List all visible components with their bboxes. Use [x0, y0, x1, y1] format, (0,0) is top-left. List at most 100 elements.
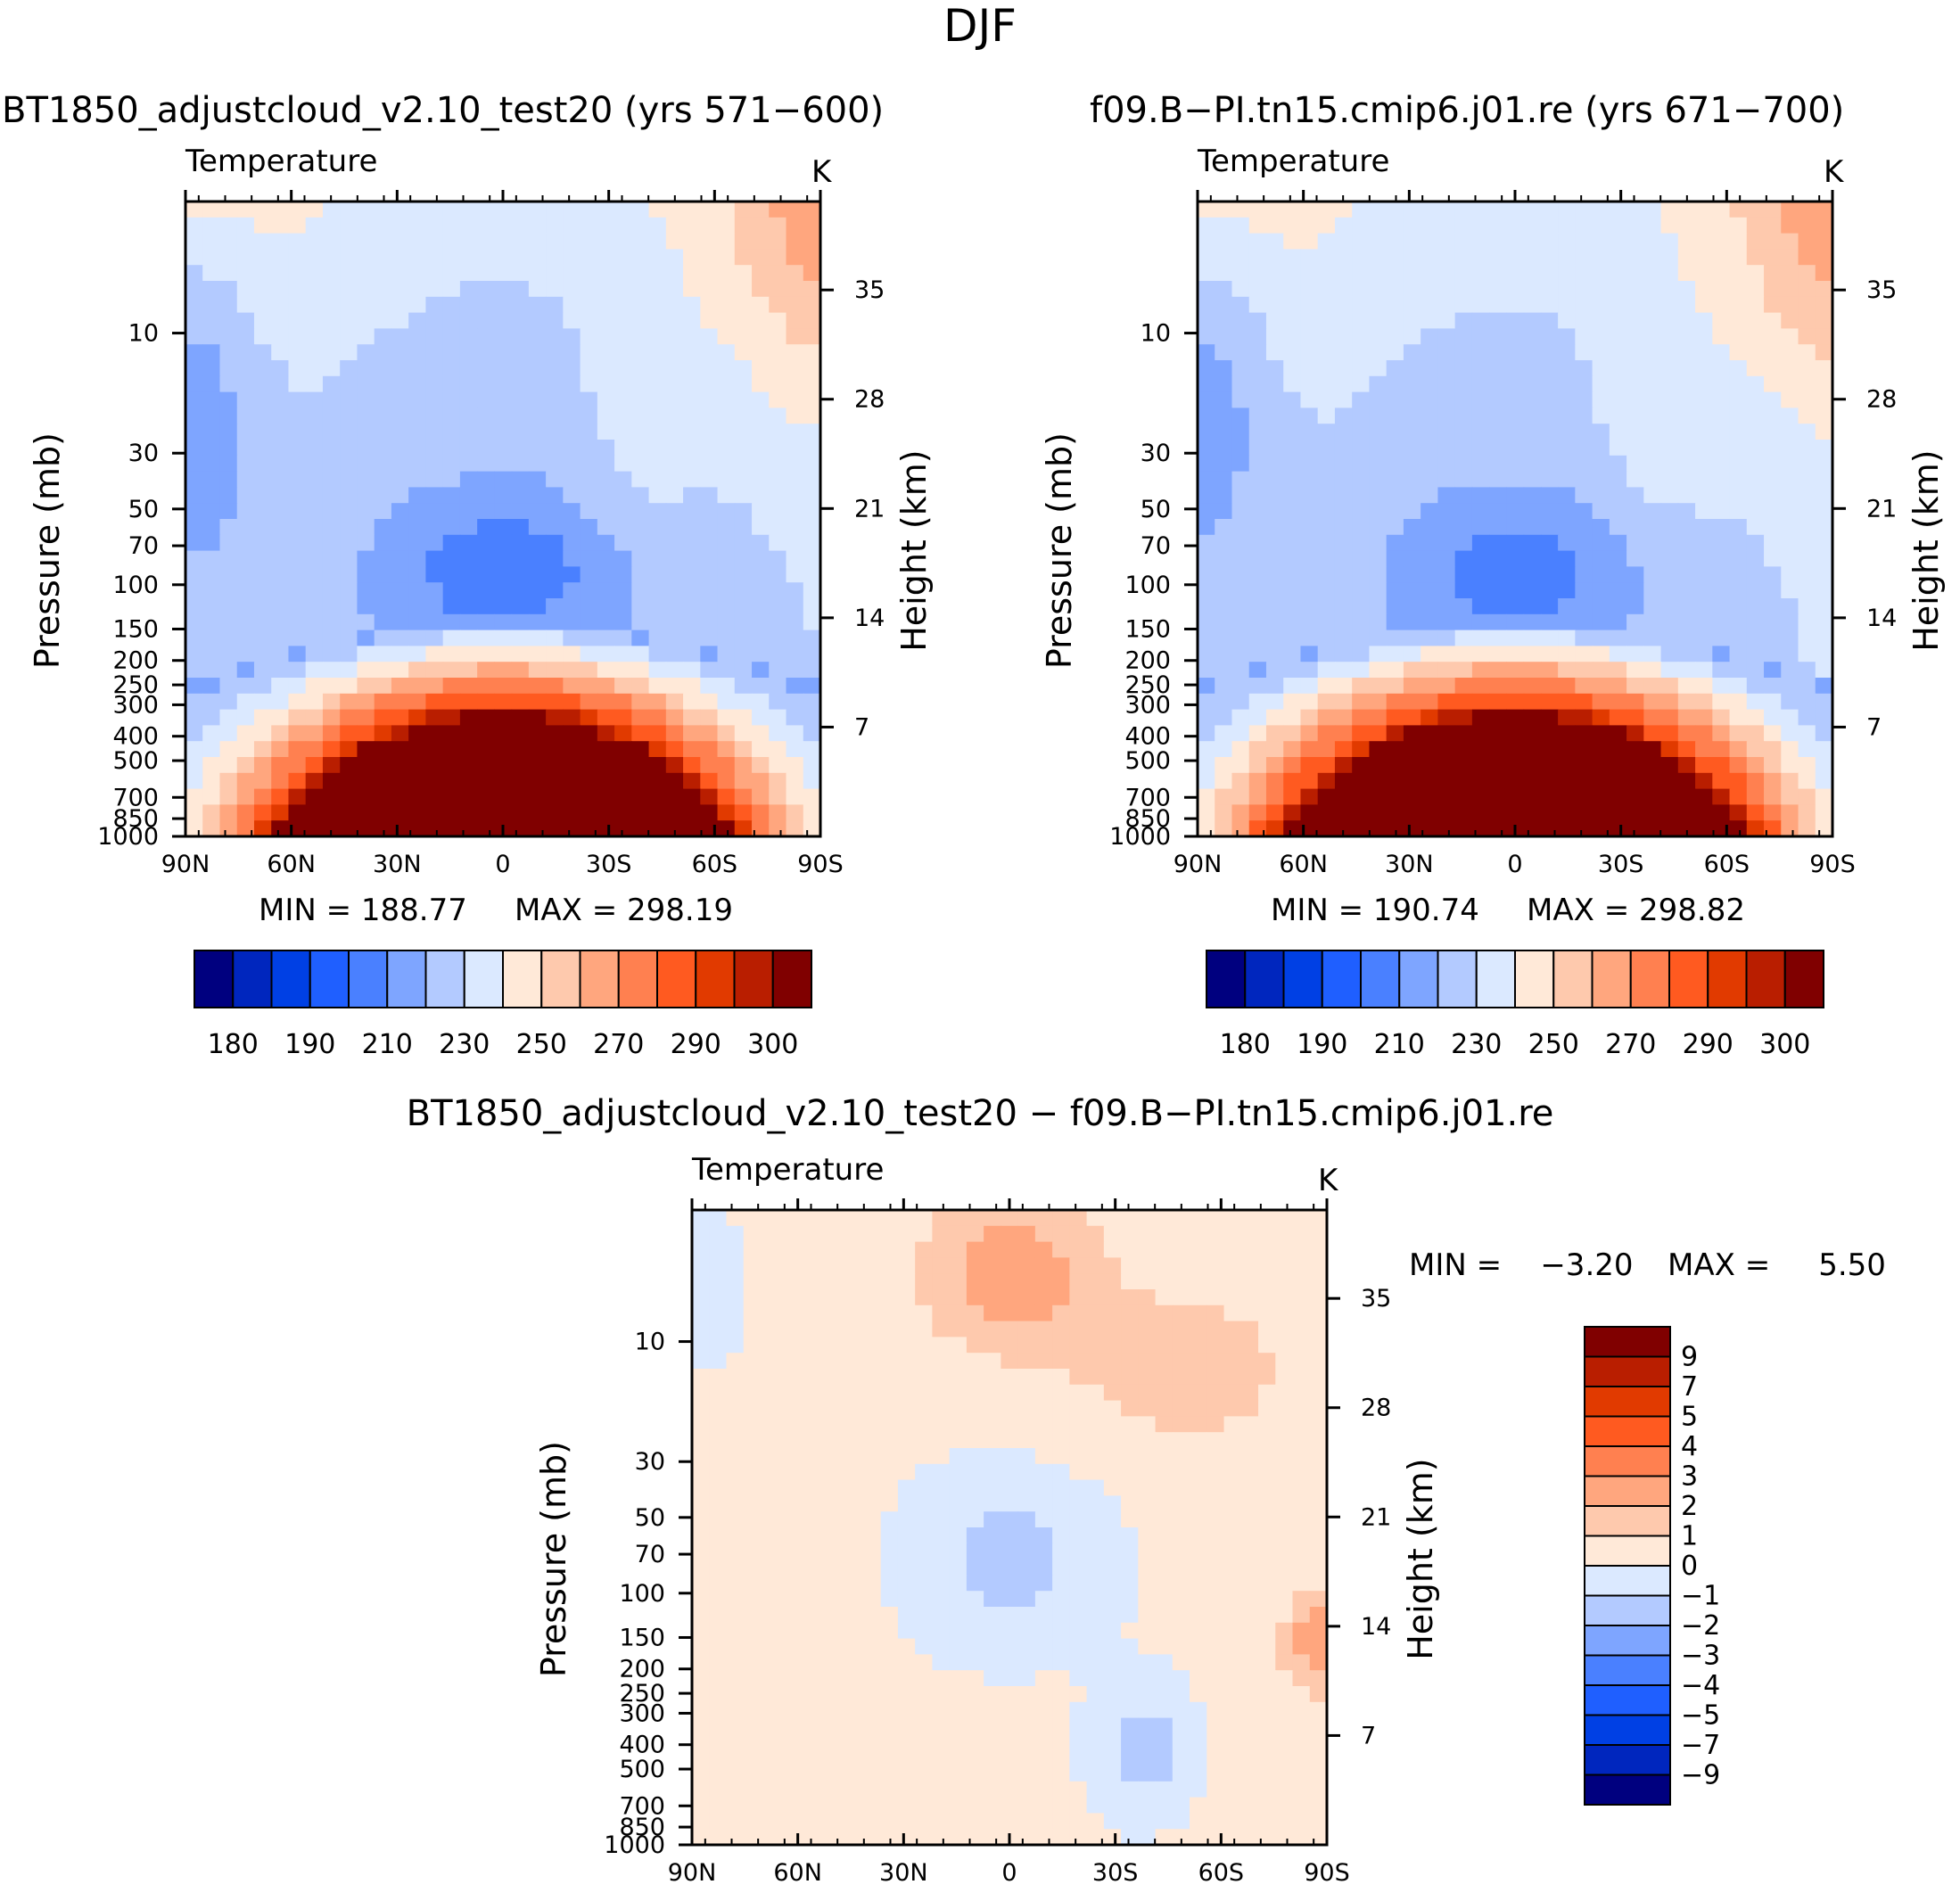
contour-cell — [1300, 613, 1319, 631]
contour-cell — [1215, 662, 1233, 679]
contour-cell — [932, 1353, 951, 1370]
contour-cell — [1069, 1369, 1088, 1386]
contour-cell — [665, 757, 684, 774]
contour-cell — [1309, 1400, 1328, 1417]
contour-cell — [202, 455, 221, 473]
contour-cell — [648, 566, 667, 583]
contour-cell — [1309, 1448, 1328, 1465]
contour-cell — [631, 487, 650, 504]
contour-cell — [1660, 312, 1679, 329]
contour-cell — [752, 360, 770, 377]
contour-cell — [202, 440, 221, 457]
contour-cell — [648, 534, 667, 552]
contour-cell — [253, 534, 272, 552]
contour-cell — [1471, 582, 1490, 599]
contour-cell — [1798, 772, 1816, 790]
contour-cell — [1190, 1353, 1207, 1370]
contour-cell — [340, 788, 358, 805]
contour-cell — [528, 328, 547, 345]
contour-cell — [1592, 582, 1610, 599]
contour-cell — [511, 741, 530, 758]
contour-cell — [1017, 1781, 1036, 1798]
contour-cell — [828, 1257, 847, 1274]
contour-cell — [1471, 646, 1490, 662]
contour-cell — [1506, 249, 1525, 266]
contour-cell — [1240, 1369, 1259, 1386]
contour-cell — [966, 1670, 984, 1687]
contour-cell — [915, 1432, 933, 1449]
contour-cell — [1815, 804, 1833, 821]
contour-cell — [357, 217, 375, 235]
contour-cell — [1746, 788, 1765, 805]
contour-cell — [949, 1241, 968, 1258]
contour-cell — [949, 1607, 968, 1624]
contour-cell — [305, 455, 324, 473]
contour-cell — [219, 360, 238, 377]
contour-cell — [1198, 455, 1215, 473]
contour-cell — [828, 1479, 847, 1496]
contour-cell — [1086, 1273, 1105, 1290]
contour-cell — [915, 1797, 933, 1814]
contour-cell — [1086, 1543, 1105, 1560]
contour-cell — [580, 772, 598, 790]
contour-cell — [1437, 820, 1456, 837]
contour-cell — [1489, 296, 1507, 314]
contour-cell — [1369, 360, 1388, 377]
contour-cell — [1292, 1813, 1311, 1830]
contour-cell — [546, 598, 564, 615]
contour-cell — [1283, 281, 1302, 298]
contour-cell — [1437, 391, 1456, 408]
contour-cell — [726, 1304, 745, 1322]
contour-cell — [1300, 693, 1319, 711]
contour-cell — [1592, 312, 1610, 329]
contour-cell — [1309, 1241, 1328, 1258]
contour-cell — [1300, 550, 1319, 567]
contour-cell — [1017, 1384, 1036, 1402]
contour-cell — [803, 741, 821, 758]
contour-cell — [305, 550, 324, 567]
contour-cell — [1138, 1765, 1157, 1782]
contour-cell — [1300, 375, 1319, 393]
contour-cell — [1240, 1638, 1259, 1655]
contour-cell — [1660, 407, 1679, 424]
contour-cell — [665, 265, 684, 282]
contour-cell — [357, 534, 375, 552]
contour-cell — [528, 391, 547, 408]
contour-cell — [880, 1575, 899, 1592]
contour-cell — [846, 1829, 865, 1846]
contour-cell — [1309, 1765, 1328, 1782]
contour-cell — [1300, 519, 1319, 536]
contour-cell — [846, 1479, 865, 1496]
contour-cell — [1206, 1432, 1225, 1449]
contour-cell — [1103, 1257, 1122, 1274]
contour-cell — [1575, 202, 1594, 218]
contour-cell — [1258, 1765, 1276, 1782]
contour-cell — [528, 281, 547, 298]
contour-cell — [1575, 471, 1594, 488]
contour-cell — [1729, 312, 1748, 329]
contour-cell — [580, 471, 598, 488]
contour-cell — [597, 249, 615, 266]
contour-cell — [811, 1686, 830, 1703]
contour-cell — [760, 1559, 778, 1576]
contour-cell — [648, 391, 667, 408]
contour-cell — [828, 1797, 847, 1814]
contour-cell — [1523, 757, 1542, 774]
contour-cell — [692, 1369, 710, 1386]
contour-cell — [915, 1511, 933, 1528]
y-tick-label: 200 — [112, 647, 159, 675]
contour-cell — [1643, 440, 1662, 457]
contour-cell — [1352, 550, 1371, 567]
contour-cell — [442, 503, 461, 520]
contour-cell — [202, 375, 221, 393]
contour-cell — [597, 519, 615, 536]
contour-cell — [1660, 693, 1679, 711]
contour-cell — [288, 391, 307, 408]
contour-cell — [1001, 1559, 1019, 1576]
contour-cell — [1317, 630, 1336, 646]
contour-cell — [1275, 1210, 1294, 1227]
panel2-min-label: MIN = 190.74 — [1271, 893, 1479, 928]
contour-cell — [391, 503, 409, 520]
contour-cell — [863, 1686, 882, 1703]
contour-cell — [1421, 217, 1438, 235]
